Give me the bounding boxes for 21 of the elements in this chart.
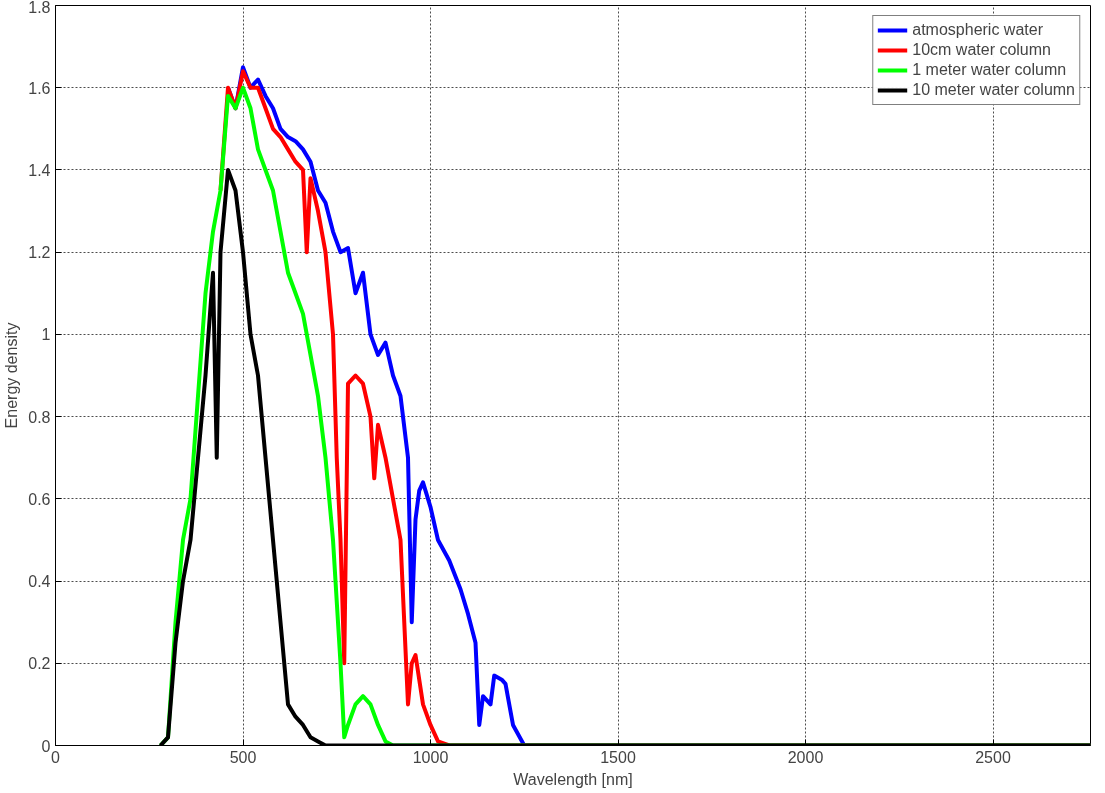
y-tick-label: 0.4: [28, 573, 51, 591]
x-tick-label: 500: [229, 748, 257, 766]
legend-label: 10 meter water column: [912, 81, 1075, 99]
y-tick-label: 1.6: [28, 79, 51, 97]
y-tick-label: 1.2: [28, 244, 51, 262]
x-tick-label: 2500: [975, 748, 1011, 766]
x-axis-title: Wavelength [nm]: [513, 770, 633, 788]
y-tick-label: 1.8: [28, 0, 51, 16]
x-tick-label: 2000: [787, 748, 824, 766]
legend-label: 10cm water column: [912, 41, 1051, 59]
y-tick-label: 0.2: [28, 655, 51, 673]
y-axis-title: Energy density: [3, 322, 21, 429]
y-tick-label: 1: [41, 326, 51, 344]
y-tick-label: 1.4: [28, 161, 51, 179]
y-tick-label: 0.8: [28, 408, 51, 426]
legend-label: atmospheric water: [912, 21, 1043, 39]
x-tick-label: 1500: [600, 748, 636, 766]
legend-label: 1 meter water column: [912, 61, 1067, 79]
x-tick-label: 1000: [412, 748, 449, 766]
y-tick-label: 0: [41, 737, 51, 755]
y-tick-label: 0.6: [28, 490, 51, 508]
